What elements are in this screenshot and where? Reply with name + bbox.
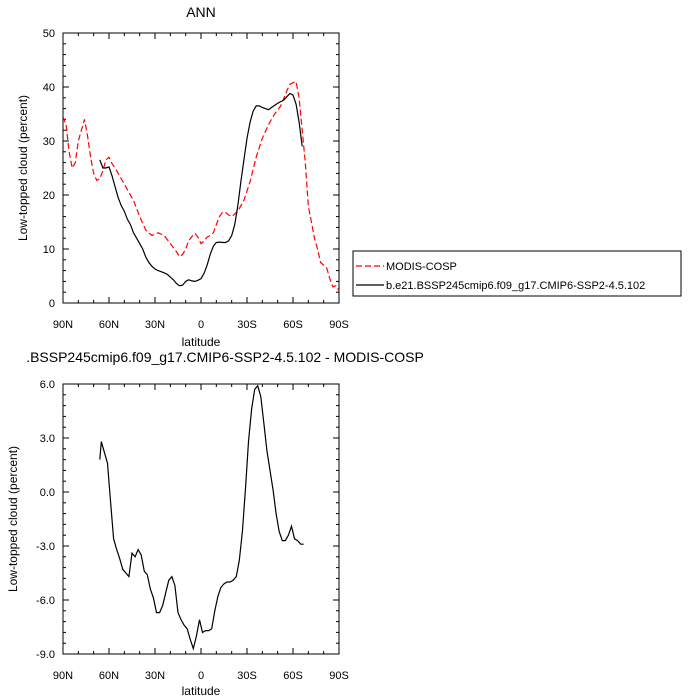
x-tick-label: 60S [283, 670, 303, 682]
y-tick-label: -6.0 [36, 595, 55, 607]
x-tick-label: 90S [329, 670, 349, 682]
x-tick-label: 30N [145, 670, 165, 682]
y-tick-label: -3.0 [36, 541, 55, 553]
y-tick-label: 3.0 [40, 433, 55, 445]
x-axis-label: latitude [182, 335, 221, 349]
y-axis-label: Low-topped cloud (percent) [16, 95, 30, 241]
x-tick-label: 30S [237, 319, 257, 331]
x-tick-label: 90S [329, 319, 349, 331]
y-tick-label: 20 [43, 190, 55, 202]
chart-title: ANN [186, 4, 216, 20]
series-line-1 [99, 384, 304, 651]
plot-frame [62, 383, 340, 655]
legend: MODIS-COSP b.e21.BSSP245cmip6.f09_g17.CMI… [352, 250, 682, 297]
x-axis-label: latitude [182, 684, 221, 698]
y-tick-label: 30 [43, 136, 55, 148]
y-tick-label: 40 [43, 82, 55, 94]
y-tick-label: 0 [49, 298, 55, 310]
x-tick-label: 90N [53, 319, 73, 331]
x-tick-label: 60N [99, 670, 119, 682]
x-tick-label: 60N [99, 319, 119, 331]
legend-label-2: b.e21.BSSP245cmip6.f09_g17.CMIP6-SSP2-4.… [386, 280, 645, 292]
x-tick-label: 0 [198, 319, 204, 331]
x-tick-label: 30N [145, 319, 165, 331]
series-line-2 [99, 92, 303, 287]
legend-box [352, 250, 682, 297]
x-tick-label: 0 [198, 670, 204, 682]
x-tick-label: 60S [283, 319, 303, 331]
legend-label-1: MODIS-COSP [386, 261, 457, 273]
y-tick-label: 10 [43, 244, 55, 256]
y-tick-label: -9.0 [36, 649, 55, 661]
y-tick-label: 0.0 [40, 487, 55, 499]
chart-title: .BSSP245cmip6.f09_g17.CMIP6-SSP2-4.5.102… [26, 349, 424, 365]
y-tick-label: 50 [43, 28, 55, 40]
y-axis-label: Low-topped cloud (percent) [6, 446, 20, 592]
series-line-1 [63, 80, 339, 291]
y-tick-label: 6.0 [40, 379, 55, 391]
chart-panel-2: .BSSP245cmip6.f09_g17.CMIP6-SSP2-4.5.102… [6, 349, 424, 698]
x-tick-label: 30S [237, 670, 257, 682]
x-tick-label: 90N [53, 670, 73, 682]
chart-panel-1: ANN 90N 60N 30N 0 30S 60S 90S 0 10 20 30 40 50 latitud… [16, 4, 682, 349]
